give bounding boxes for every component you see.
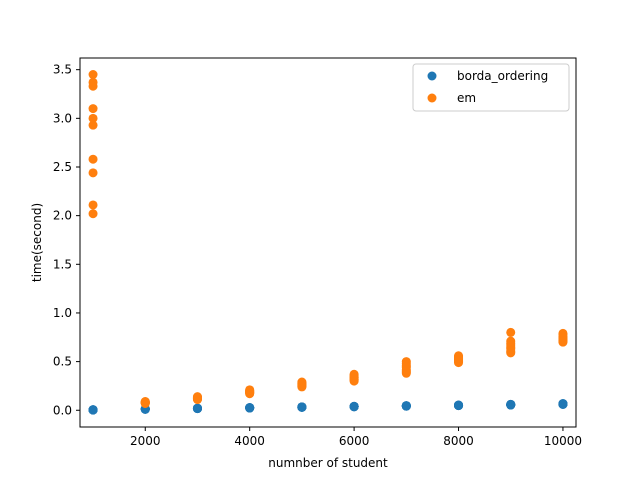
legend: borda_ordering em <box>412 63 570 112</box>
data-point <box>349 370 359 380</box>
legend-marker-em <box>427 93 437 103</box>
data-point <box>506 400 516 410</box>
y-tick-label: 3.5 <box>53 63 72 77</box>
plot-area <box>79 57 577 428</box>
x-axis-label: numnber of student <box>268 456 388 470</box>
data-point <box>454 400 464 410</box>
x-tick-label: 10000 <box>544 434 582 448</box>
x-tick-label: 6000 <box>339 434 370 448</box>
data-point <box>88 113 98 123</box>
legend-box <box>412 63 570 112</box>
data-point <box>88 120 98 130</box>
data-point <box>88 209 98 219</box>
data-point <box>88 168 98 178</box>
series-borda-ordering <box>88 399 568 415</box>
data-point <box>140 398 150 408</box>
data-point <box>88 104 98 114</box>
y-axis-ticks: 0.0 0.5 1.0 1.5 2.0 2.5 3.0 3.5 <box>53 63 80 417</box>
y-tick-label: 1.5 <box>53 257 72 271</box>
legend-label-borda-ordering: borda_ordering <box>457 69 548 83</box>
data-point <box>454 353 464 363</box>
y-tick-label: 2.5 <box>53 160 72 174</box>
data-point <box>297 381 307 391</box>
data-points <box>88 70 568 415</box>
data-point <box>506 343 516 353</box>
data-point <box>245 387 255 397</box>
axes-frame <box>79 57 577 428</box>
data-point <box>88 154 98 164</box>
data-point <box>88 200 98 210</box>
x-tick-label: 8000 <box>443 434 474 448</box>
y-axis-label: time(second) <box>30 203 44 282</box>
y-tick-label: 0.5 <box>53 355 72 369</box>
data-point <box>506 327 516 337</box>
data-point <box>192 404 202 414</box>
data-point <box>88 405 98 415</box>
legend-marker-borda-ordering <box>427 71 437 81</box>
data-point <box>192 392 202 402</box>
data-point <box>401 361 411 371</box>
y-tick-label: 3.0 <box>53 111 72 125</box>
series-em <box>88 70 568 408</box>
data-point <box>349 402 359 412</box>
data-point <box>558 399 568 409</box>
y-tick-label: 0.0 <box>53 403 72 417</box>
data-point <box>297 402 307 412</box>
data-point <box>558 332 568 342</box>
x-axis-ticks: 2000 4000 6000 8000 10000 <box>130 427 582 448</box>
data-point <box>245 403 255 413</box>
y-tick-label: 2.0 <box>53 209 72 223</box>
data-point <box>88 70 98 80</box>
data-point <box>401 401 411 411</box>
x-tick-label: 4000 <box>234 434 265 448</box>
y-tick-label: 1.0 <box>53 306 72 320</box>
legend-label-em: em <box>457 91 476 105</box>
data-point <box>506 336 516 346</box>
x-tick-label: 2000 <box>130 434 161 448</box>
axes-background <box>80 58 576 427</box>
data-point <box>88 81 98 91</box>
